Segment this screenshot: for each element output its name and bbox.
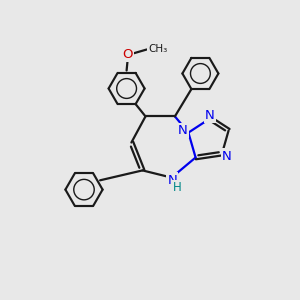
- Text: N: N: [167, 173, 177, 187]
- Text: N: N: [178, 124, 188, 137]
- Text: O: O: [122, 48, 133, 61]
- Text: N: N: [205, 109, 215, 122]
- Text: H: H: [173, 181, 182, 194]
- Text: CH₃: CH₃: [148, 44, 167, 54]
- Text: N: N: [222, 149, 231, 163]
